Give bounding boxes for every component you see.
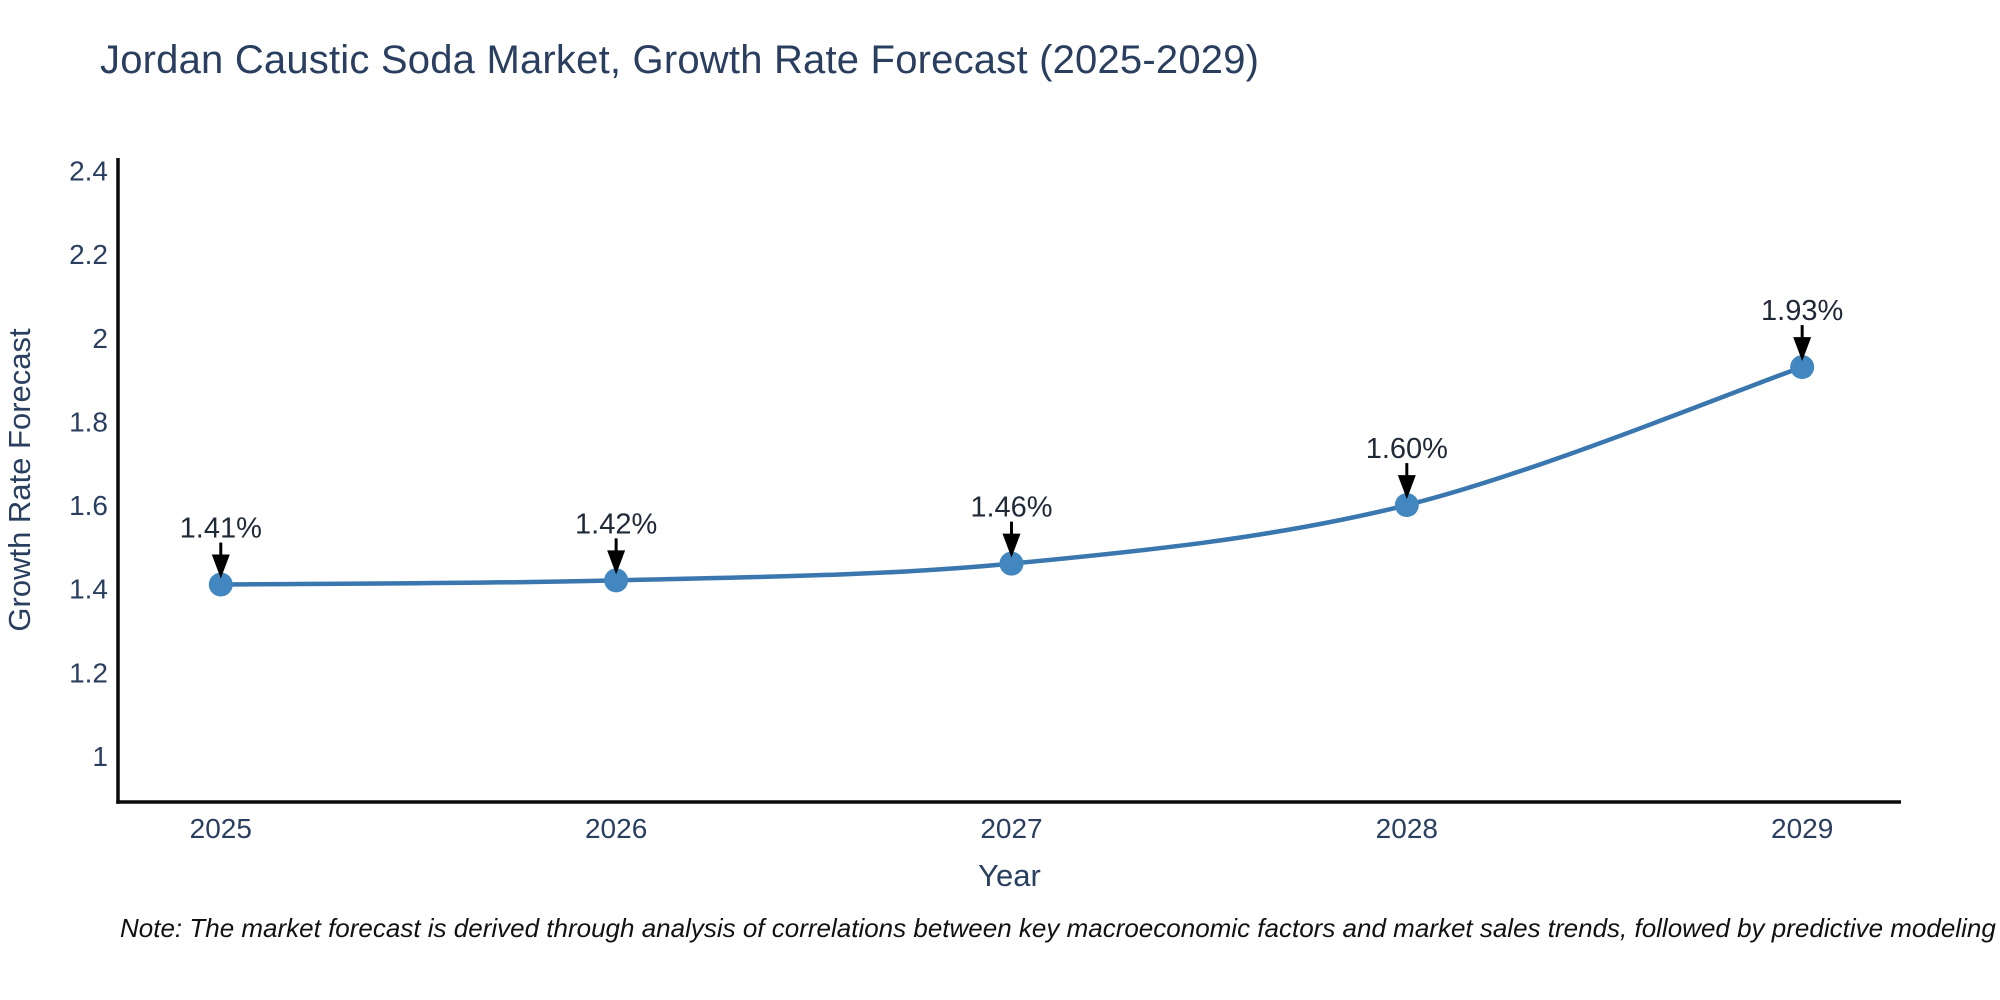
chart-footnote: Note: The market forecast is derived thr…	[120, 913, 2000, 943]
data-point[interactable]	[1790, 355, 1815, 380]
annotation-arrowhead-icon	[607, 550, 626, 575]
data-point[interactable]	[1394, 493, 1419, 518]
annotation-arrowhead-icon	[1397, 475, 1416, 500]
x-tick-label: 2029	[1771, 813, 1833, 844]
point-value-label: 1.42%	[575, 508, 657, 540]
y-tick-label: 1.6	[69, 490, 108, 521]
x-tick-label: 2025	[190, 813, 252, 844]
y-tick-label: 2	[92, 323, 108, 354]
point-value-label: 1.60%	[1366, 433, 1448, 465]
point-value-label: 1.46%	[970, 492, 1052, 524]
annotation-arrowhead-icon	[211, 554, 230, 579]
x-axis-title: Year	[978, 858, 1041, 893]
annotation-arrowhead-icon	[1002, 533, 1021, 558]
x-tick-label: 2028	[1376, 813, 1438, 844]
point-value-label: 1.41%	[180, 513, 262, 545]
x-tick-label: 2026	[585, 813, 647, 844]
annotation-arrowhead-icon	[1793, 337, 1812, 362]
y-tick-label: 1.4	[69, 574, 108, 605]
x-tick-label: 2027	[980, 813, 1042, 844]
y-tick-label: 1.8	[69, 406, 108, 437]
y-axis-title: Growth Rate Forecast	[2, 328, 37, 632]
data-point[interactable]	[999, 551, 1024, 576]
chart-title: Jordan Caustic Soda Market, Growth Rate …	[100, 38, 1260, 82]
y-tick-label: 1.2	[69, 657, 108, 688]
point-value-label: 1.93%	[1761, 295, 1843, 327]
y-tick-label: 2.2	[69, 239, 108, 270]
y-tick-label: 2.4	[69, 156, 108, 187]
data-point[interactable]	[208, 572, 233, 597]
data-point[interactable]	[604, 568, 629, 593]
y-tick-label: 1	[92, 741, 108, 772]
